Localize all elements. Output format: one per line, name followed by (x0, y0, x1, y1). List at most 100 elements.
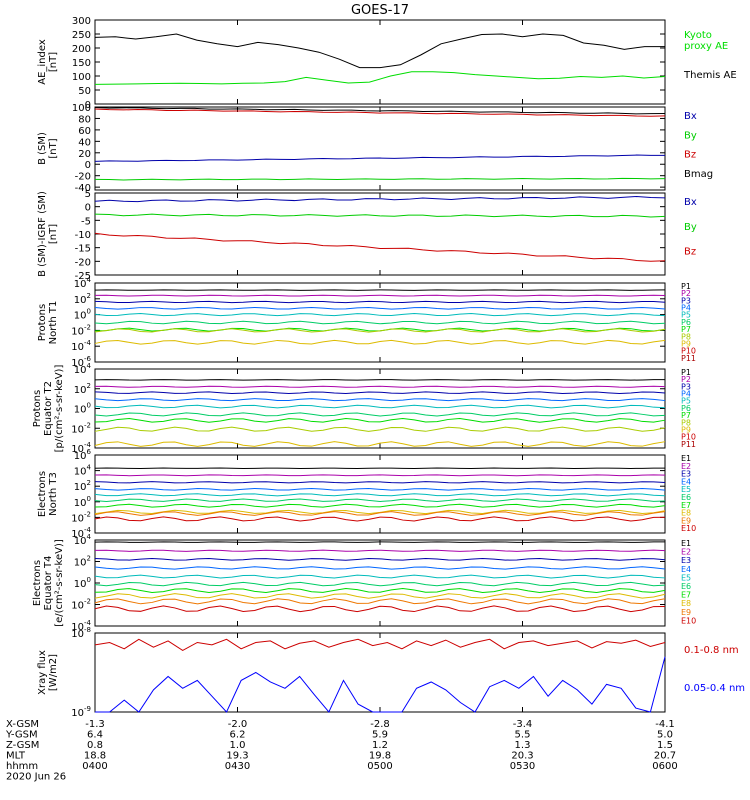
y-axis-label: Electrons (37, 471, 48, 517)
y-tick-label: 106 (74, 448, 92, 462)
legend-label: E10 (681, 524, 696, 533)
series-line (94, 516, 666, 522)
ephemeris-value: 19.8 (369, 751, 391, 762)
y-axis-label: [p/(cm²-s-sr-keV)] (54, 365, 65, 453)
legend-label: E2 (681, 462, 691, 471)
panel-frame (94, 368, 666, 449)
series-line (94, 588, 666, 594)
series-line (94, 493, 666, 497)
ephemeris-label: Y-GSM (5, 730, 38, 741)
ephemeris-value: 20.3 (511, 751, 533, 762)
series-line (94, 503, 666, 508)
series-line (94, 441, 666, 447)
ephemeris-value: 1.3 (515, 740, 531, 751)
legend-label: proxy AE (684, 41, 728, 52)
legend-label: P2 (681, 289, 691, 298)
ephemeris-label: hhmm (6, 761, 38, 772)
y-tick-label: 102 (74, 479, 91, 493)
series-line (94, 541, 666, 543)
legend-label: P2 (681, 375, 691, 384)
ephemeris-value: 5.9 (372, 730, 388, 741)
legend-label: E9 (681, 516, 691, 525)
y-tick-label: -10 (75, 230, 91, 241)
y-axis-label: [nT] (48, 138, 59, 158)
legend-label: E1 (681, 454, 691, 463)
legend-label: E3 (681, 556, 691, 565)
series-line (94, 33, 665, 69)
legend-label: P4 (681, 390, 691, 399)
series-line (94, 638, 666, 651)
y-tick-label: -5 (81, 216, 91, 227)
y-tick-label: 150 (72, 58, 91, 69)
ephemeris-value: 0530 (510, 761, 535, 772)
legend-label: P1 (681, 282, 691, 291)
ephemeris-value: 0430 (225, 761, 250, 772)
legend-label: P5 (681, 397, 691, 406)
legend-label: E10 (681, 616, 696, 625)
ephemeris-value: 18.8 (84, 751, 106, 762)
series-line (94, 71, 666, 85)
legend-label: E4 (681, 477, 691, 486)
y-axis-label: North T3 (48, 472, 59, 516)
y-axis-label: B (SM) (37, 132, 48, 165)
y-tick-label: 10-4 (71, 339, 91, 353)
legend-label: P8 (681, 418, 691, 427)
series-line (94, 294, 666, 297)
legend-label: E6 (681, 582, 691, 591)
y-tick-label: 102 (74, 292, 91, 306)
ephemeris-label: MLT (6, 751, 26, 762)
panel-ent3: Electrons North T310-410-2100102104106E1E… (37, 448, 696, 540)
legend-label: P9 (681, 339, 691, 348)
ephemeris-value: -2.8 (370, 719, 390, 730)
ephemeris-value: 20.7 (654, 751, 676, 762)
y-tick-label: 102 (74, 382, 91, 396)
legend-label: Bz (684, 150, 696, 161)
y-tick-label: 100 (72, 72, 91, 83)
legend-label: Themis AE (683, 70, 737, 81)
series-line (94, 598, 666, 605)
y-tick-label: 5 (85, 189, 91, 200)
y-tick-label: 100 (74, 402, 91, 416)
legend-label: E7 (681, 501, 691, 510)
y-axis-label: B (SM)-IGRF (SM) (37, 191, 48, 277)
legend-label: P3 (681, 296, 691, 305)
panel-frame (94, 632, 666, 713)
legend-label: E2 (681, 548, 691, 557)
ephemeris-value: 5.5 (515, 730, 531, 741)
y-tick-label: -20 (75, 257, 91, 268)
y-axis-label: AE_index (37, 39, 48, 85)
legend-label: E7 (681, 591, 691, 600)
y-tick-label: 100 (74, 495, 91, 509)
ephemeris-value: -4.1 (655, 719, 675, 730)
ephemeris-value: -2.0 (228, 719, 248, 730)
legend-label: P5 (681, 311, 691, 320)
series-line (94, 339, 666, 345)
ephemeris-value: 1.5 (657, 740, 673, 751)
y-tick-label: 10-9 (71, 705, 91, 719)
legend-label: E5 (681, 573, 691, 582)
y-tick-label: 40 (78, 137, 91, 148)
legend-label: P6 (681, 318, 691, 327)
ephemeris-value: 0500 (367, 761, 392, 772)
y-axis-label: [nT] (48, 52, 59, 72)
series-line (94, 412, 666, 417)
plot-title: GOES-17 (351, 3, 409, 18)
y-tick-label: 0 (85, 160, 91, 171)
panel-ae: AE_index [nT] 0 50 100 150 200 250 300 Kyotoproxy… (37, 16, 737, 111)
y-tick-label: 100 (74, 576, 91, 590)
series-line (94, 487, 666, 491)
ephemeris-value: 6.4 (87, 730, 103, 741)
y-tick-label: -20 (75, 172, 91, 183)
series-line (94, 511, 666, 516)
series-line (94, 566, 666, 570)
y-axis-label: [W/m2] (48, 654, 59, 691)
y-tick-label: 104 (74, 362, 92, 376)
series-line (94, 306, 666, 310)
legend-label: E8 (681, 509, 691, 518)
y-axis-label: Xray flux (37, 650, 48, 695)
series-line (94, 385, 666, 388)
ephemeris-value: 0600 (652, 761, 677, 772)
series-line (94, 328, 666, 333)
